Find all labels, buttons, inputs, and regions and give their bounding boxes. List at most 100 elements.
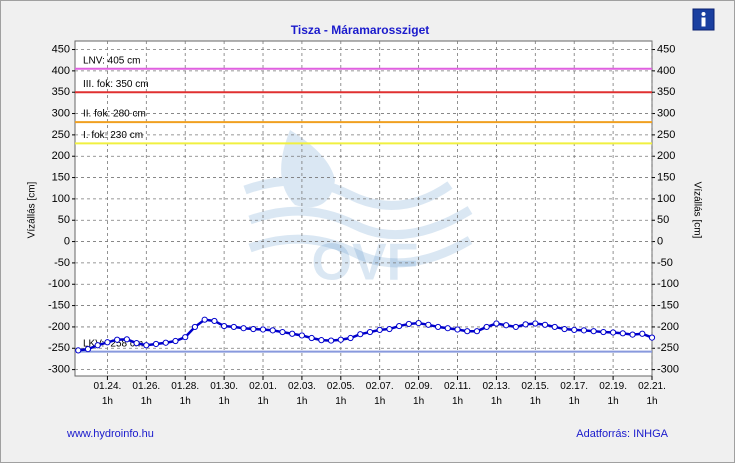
y2-tick-label: 50	[657, 214, 669, 226]
y2-tick-label: 100	[657, 193, 675, 205]
threshold-label: II. fok: 280 cm	[83, 109, 146, 120]
y-tick-label: 200	[52, 150, 70, 162]
y-axis-label: Vízállás [cm]	[27, 181, 38, 238]
threshold-label: LNV: 405 cm	[83, 55, 140, 66]
y-tick-label: 450	[52, 43, 70, 55]
point	[473, 328, 481, 335]
info-icon[interactable]	[692, 8, 715, 31]
watermark-logo	[243, 130, 473, 268]
point	[541, 321, 549, 328]
y2-tick-label: 150	[657, 171, 675, 183]
point	[152, 340, 160, 348]
x-tick-label: 02.07. 1h	[366, 381, 394, 407]
chart-title: Tisza - Máramarossziget	[291, 23, 430, 37]
x-tick-label: 02.09. 1h	[405, 381, 433, 407]
y2-tick-label: -300	[657, 364, 679, 376]
y2-tick-label: -150	[657, 299, 679, 311]
point	[279, 328, 286, 336]
y-tick-label: 100	[52, 193, 70, 205]
x-tick-label: 02.15. 1h	[521, 381, 549, 407]
point	[318, 337, 325, 344]
point	[522, 321, 529, 328]
point	[610, 329, 617, 336]
footer-link[interactable]: www.hydroinfo.hu	[66, 428, 154, 440]
point	[551, 323, 558, 331]
y2-tick-label: 200	[657, 150, 675, 162]
y2-tick-label: 300	[657, 107, 675, 119]
point	[289, 330, 296, 337]
x-tick-label: 02.17. 1h	[560, 381, 588, 407]
point	[405, 320, 412, 328]
point	[434, 323, 442, 331]
threshold-label: LKV: -258 cm	[83, 338, 143, 349]
point	[483, 323, 490, 331]
x-tick-label: 02.21. 1h	[638, 381, 666, 407]
point	[415, 319, 422, 327]
point	[240, 325, 247, 332]
point	[298, 332, 306, 339]
point	[347, 334, 354, 342]
point	[230, 323, 237, 331]
point	[561, 325, 568, 333]
point	[454, 326, 461, 333]
point	[639, 330, 646, 337]
y-tick-label: -250	[48, 342, 70, 354]
point	[123, 336, 130, 343]
y2-tick-label: 350	[657, 86, 675, 98]
y-tick-label: 250	[52, 129, 70, 141]
point	[182, 334, 189, 341]
x-tick-label: 02.13. 1h	[482, 381, 510, 407]
x-tick-label: 01.30. 1h	[210, 381, 238, 407]
y2-tick-label: 450	[657, 43, 675, 55]
point	[366, 328, 374, 336]
point	[444, 325, 451, 332]
point	[386, 325, 393, 333]
x-tick-label: 02.01. 1h	[249, 381, 277, 407]
plot-area	[74, 40, 653, 377]
point	[532, 320, 539, 327]
point	[114, 336, 121, 343]
y-tick-label: -300	[48, 364, 70, 376]
point	[104, 339, 111, 346]
y2-tick-label: -50	[657, 257, 673, 269]
x-tick-label: 01.26. 1h	[132, 381, 160, 407]
point	[629, 331, 636, 338]
point	[162, 339, 169, 346]
x-tick-label: 01.24. 1h	[94, 381, 122, 407]
y-tick-label: 300	[52, 107, 70, 119]
point	[259, 326, 267, 333]
point	[648, 334, 656, 341]
point	[619, 330, 626, 337]
point	[327, 337, 335, 344]
footer-source: Adatforrás: INHGA	[576, 428, 668, 440]
y-tick-label: 0	[64, 235, 70, 247]
point	[357, 331, 364, 338]
y-tick-label: 400	[52, 65, 70, 77]
x-tick-label: 02.19. 1h	[599, 381, 627, 407]
point	[133, 340, 140, 347]
point	[269, 327, 276, 334]
point	[590, 328, 597, 335]
point	[493, 320, 500, 327]
point	[425, 321, 432, 328]
y2-axis-label: Vízállás [cm]	[691, 182, 702, 239]
y-tick-label: 350	[52, 86, 70, 98]
x-tick-label: 01.28. 1h	[171, 381, 199, 407]
x-tick-label: 02.05. 1h	[327, 381, 355, 407]
point	[600, 328, 607, 336]
point	[308, 334, 315, 342]
point	[221, 322, 228, 330]
y-tick-label: -50	[54, 257, 70, 269]
point	[396, 322, 403, 330]
x-tick-label: 02.03. 1h	[288, 381, 316, 407]
point	[143, 342, 150, 349]
point	[211, 317, 218, 325]
point	[571, 326, 578, 334]
y2-tick-label: -250	[657, 342, 679, 354]
y-tick-label: -150	[48, 299, 70, 311]
y2-tick-label: 400	[657, 65, 675, 77]
y2-tick-label: -100	[657, 278, 679, 290]
y2-tick-label: -200	[657, 321, 679, 333]
y2-tick-label: 250	[657, 129, 675, 141]
